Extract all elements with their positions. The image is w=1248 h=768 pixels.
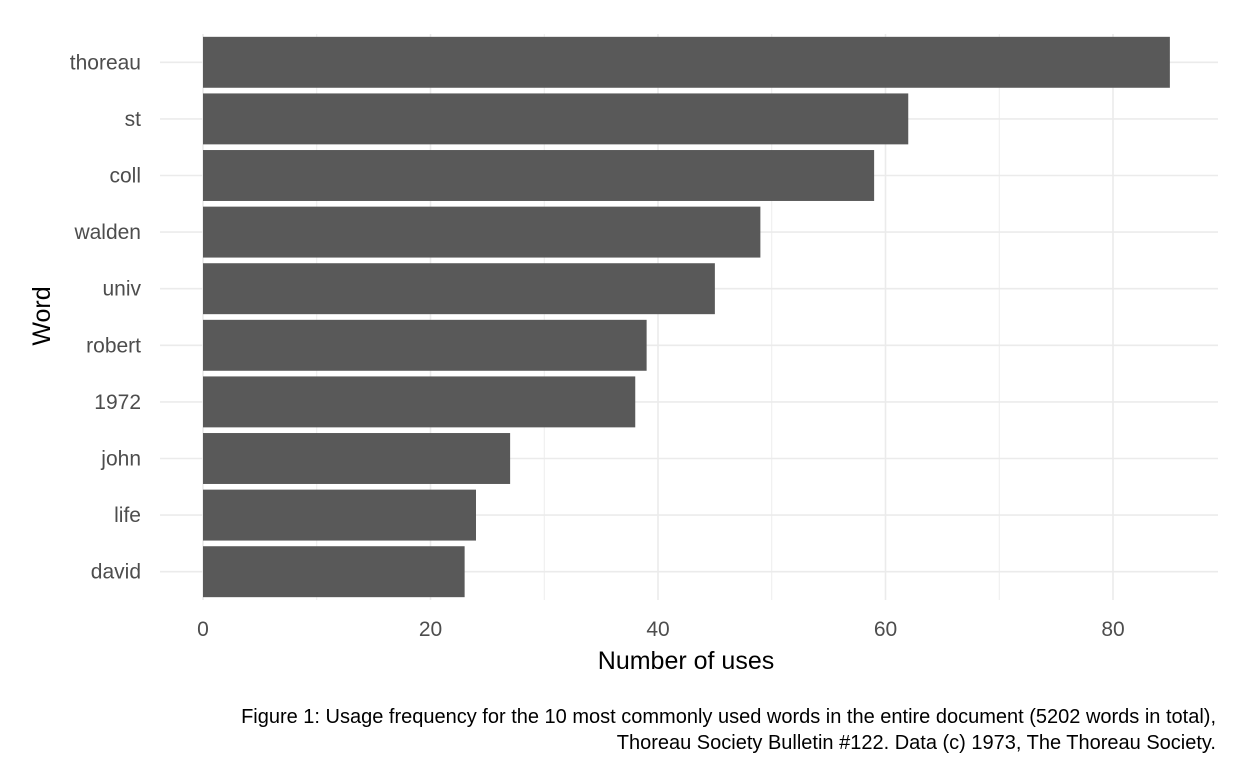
bars bbox=[203, 36, 1170, 598]
bar-st bbox=[203, 93, 909, 145]
y-tick-label: univ bbox=[102, 278, 141, 301]
bar-univ bbox=[203, 263, 715, 315]
y-tick-label: john bbox=[100, 448, 141, 471]
y-tick-label: coll bbox=[109, 165, 141, 188]
y-tick-label: robert bbox=[86, 334, 141, 357]
bar-walden bbox=[203, 206, 761, 258]
x-axis-title: Number of uses bbox=[598, 647, 774, 675]
bar-thoreau bbox=[203, 36, 1170, 88]
figure-caption: Figure 1: Usage frequency for the 10 mos… bbox=[36, 704, 1216, 756]
bar-life bbox=[203, 489, 476, 541]
y-axis-title: Word bbox=[28, 286, 56, 345]
x-tick-label: 20 bbox=[419, 618, 442, 641]
y-tick-label: david bbox=[91, 561, 141, 584]
bar-john bbox=[203, 433, 511, 484]
x-tick-label: 0 bbox=[197, 618, 209, 641]
y-tick-label: 1972 bbox=[94, 391, 141, 414]
y-tick-labels: thoreau st coll walden univ robert 1972 john lif… bbox=[70, 51, 142, 583]
x-tick-label: 80 bbox=[1101, 618, 1124, 641]
y-tick-label: life bbox=[114, 504, 141, 527]
bar-robert bbox=[203, 319, 647, 371]
bar-chart: thoreau st coll walden univ robert 1972 john lif… bbox=[28, 34, 1218, 675]
x-tick-label: 40 bbox=[646, 618, 669, 641]
x-tick-label: 60 bbox=[874, 618, 897, 641]
y-tick-label: st bbox=[125, 108, 142, 131]
bar-1972 bbox=[203, 376, 636, 428]
x-tick-labels: 0 20 40 60 80 bbox=[197, 618, 1125, 641]
caption-line-2: Thoreau Society Bulletin #122. Data (c) … bbox=[616, 732, 1216, 754]
bar-david bbox=[203, 546, 465, 598]
y-tick-label: walden bbox=[73, 221, 141, 244]
bar-coll bbox=[203, 150, 875, 201]
y-tick-label: thoreau bbox=[70, 51, 141, 74]
caption-line-1: Figure 1: Usage frequency for the 10 mos… bbox=[241, 706, 1216, 728]
